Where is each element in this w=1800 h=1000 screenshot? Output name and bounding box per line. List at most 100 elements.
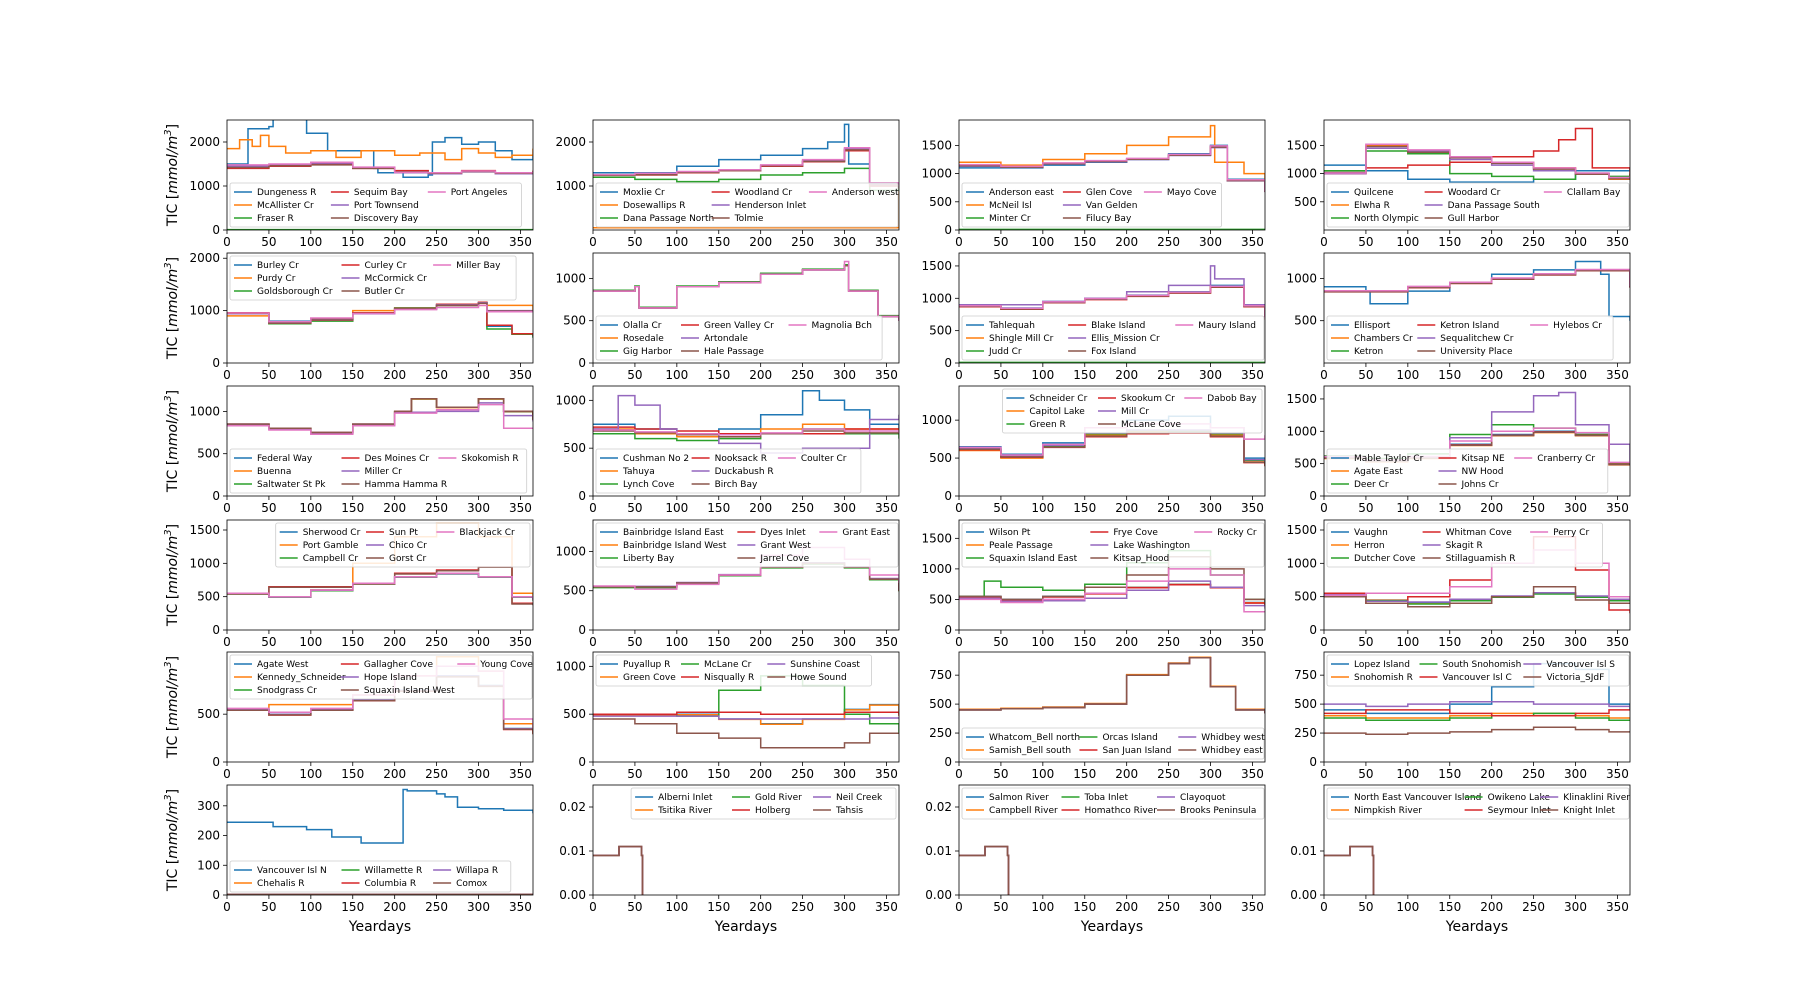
legend-label: Neil Creek	[836, 793, 883, 803]
series-line-1	[1324, 164, 1630, 183]
x-tick-label: 350	[509, 635, 532, 649]
x-tick-label: 150	[1073, 635, 1096, 649]
legend-label: Mable Taylor Cr	[1354, 454, 1424, 464]
x-tick-label: 300	[1564, 767, 1587, 781]
series-group	[1324, 127, 1630, 183]
x-tick-label: 200	[1115, 900, 1138, 914]
y-tick-label: 1500	[921, 259, 952, 273]
y-tick-label: 2000	[189, 251, 220, 265]
series-line-5	[959, 845, 1010, 895]
legend-label: Owikeno Lake	[1488, 793, 1551, 803]
series-line-7	[227, 572, 533, 600]
x-tick-label: 50	[627, 635, 642, 649]
series-line-6	[959, 657, 1265, 714]
x-tick-label: 50	[627, 767, 642, 781]
y-tick-label: 1500	[1286, 138, 1317, 152]
legend-label: Gull Harbor	[1448, 214, 1500, 224]
legend-label: San Juan Island	[1102, 746, 1171, 756]
legend-label: Willapa R	[456, 866, 498, 876]
legend-label: Vancouver Isl C	[1442, 673, 1511, 683]
x-tick-label: 150	[341, 501, 364, 515]
y-axis-label: TIC [mmol/m3]	[163, 524, 181, 627]
x-tick-label: 50	[261, 501, 276, 515]
x-tick-label: 100	[299, 635, 322, 649]
x-tick-label: 350	[875, 767, 898, 781]
y-axis-label: TIC [mmol/m3]	[163, 789, 181, 892]
x-tick-label: 100	[1031, 368, 1054, 382]
y-tick-label: 0	[1309, 623, 1317, 637]
axes-frame	[226, 252, 534, 364]
y-tick-label: 0	[1309, 489, 1317, 503]
x-tick-label: 200	[383, 635, 406, 649]
y-tick-label: 0	[212, 888, 220, 902]
legend-label: Tolmie	[734, 214, 764, 224]
x-tick-label: 100	[665, 767, 688, 781]
series-line-3	[959, 845, 1010, 895]
legend: Salmon River Campbell River Toba Inlet Homa…	[961, 787, 1265, 820]
legend-label: Miller Bay	[456, 261, 501, 271]
subplot-3: 0 50 100 150 200 250 300 350 0 500 1000 1500 Anderso…	[921, 119, 1266, 249]
legend-label: University Place	[1440, 347, 1513, 357]
x-tick-label: 300	[1199, 635, 1222, 649]
x-tick-label: 250	[791, 767, 814, 781]
y-tick-label: 1000	[189, 179, 220, 193]
y-tick-label: 1000	[1286, 424, 1317, 438]
axes-frame	[1323, 519, 1631, 631]
x-tick-label: 200	[1115, 635, 1138, 649]
legend-label: Henderson Inlet	[735, 201, 807, 211]
x-tick-label: 250	[1157, 501, 1180, 515]
x-tick-label: 50	[1358, 368, 1373, 382]
y-tick-label: 1500	[921, 531, 952, 545]
legend: North East Vancouver Island Nimpkish Rive…	[1326, 787, 1630, 820]
x-tick-label: 200	[1480, 501, 1503, 515]
legend-label: Puyallup R	[623, 660, 670, 670]
legend-label: Salmon River	[989, 793, 1049, 803]
y-tick-label: 0	[1309, 755, 1317, 769]
legend-label: Woodland Cr	[735, 188, 793, 198]
y-tick-label: 1000	[1286, 167, 1317, 181]
legend: Schneider Cr Capitol Lake Green R Skookum C…	[1002, 388, 1263, 434]
legend-label: Hamma Hamma R	[365, 480, 448, 490]
legend-label: Fraser R	[257, 214, 294, 224]
x-tick-label: 200	[383, 235, 406, 249]
series-line-4	[959, 432, 1265, 467]
legend-label: Green Valley Cr	[704, 321, 774, 331]
legend-label: Liberty Bay	[623, 554, 675, 564]
x-tick-label: 300	[1199, 235, 1222, 249]
series-line-6	[959, 286, 1265, 320]
series-line-5	[1324, 845, 1375, 895]
legend-label: Skookum Cr	[1121, 394, 1175, 404]
x-tick-label: 350	[1241, 501, 1264, 515]
y-tick-label: 1000	[189, 556, 220, 570]
x-tick-label: 100	[1396, 501, 1419, 515]
legend-label: Squaxin Island East	[989, 554, 1078, 564]
legend-label: Grant East	[842, 528, 890, 538]
series-line-7	[959, 285, 1265, 319]
subplot-7: 0 50 100 150 200 250 300 350 0 500 1000 1500 Tahlequ…	[921, 252, 1266, 382]
legend-label: Comox	[456, 879, 488, 889]
y-tick-label: 500	[1294, 457, 1317, 471]
legend: Sherwood Cr Port Gamble Campbell Cr Sun Pt C…	[275, 522, 531, 568]
y-tick-label: 0	[578, 489, 586, 503]
series-group	[593, 260, 899, 321]
axes-frame	[226, 784, 534, 896]
x-tick-label: 100	[299, 368, 322, 382]
x-tick-label: 250	[1522, 368, 1545, 382]
legend-label: Nimpkish River	[1354, 806, 1422, 816]
legend: Federal Way Buenna Saltwater St Pk Des Moin…	[229, 448, 528, 494]
legend-label: Discovery Bay	[354, 214, 419, 224]
series-line-2	[593, 845, 644, 895]
axes-frame	[958, 385, 1266, 497]
axes-frame	[226, 519, 534, 631]
y-tick-label: 0.00	[925, 888, 952, 902]
x-tick-label: 150	[341, 635, 364, 649]
axes-frame	[226, 385, 534, 497]
x-tick-label: 250	[1522, 635, 1545, 649]
x-tick-label: 0	[1320, 235, 1328, 249]
series-line-7	[227, 161, 533, 174]
x-tick-label: 250	[1522, 235, 1545, 249]
legend: Dungeness R McAllister Cr Fraser R Sequim B…	[229, 182, 522, 228]
y-tick-label: 0	[578, 755, 586, 769]
axes-frame	[958, 252, 1266, 364]
legend-label: Anderson west	[832, 188, 899, 198]
